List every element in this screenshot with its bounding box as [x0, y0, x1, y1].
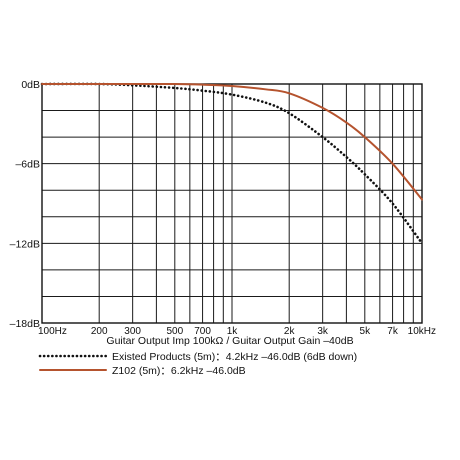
x-tick-label: 2k — [284, 326, 296, 337]
series-z102-line — [41, 82, 423, 201]
x-tick-label: 5k — [360, 326, 372, 337]
y-tick-label: –18dB — [10, 318, 40, 330]
x-tick-label: 700 — [194, 326, 211, 337]
series-existed-products-line — [40, 82, 424, 245]
y-tick-label: –6dB — [15, 159, 40, 171]
legend-label-existed-products: Existed Products (5m)：4.2kHz –46.0dB (6d… — [112, 351, 357, 363]
legend-label-z102: Z102 (5m)：6.2kHz –46.0dB — [112, 365, 246, 377]
y-tick-labels: 0dB –6dB –12dB –18dB — [10, 79, 40, 330]
x-tick-label: 3k — [317, 326, 329, 337]
x-tick-label: 1k — [227, 326, 239, 337]
plot-frame — [41, 83, 423, 324]
x-tick-label: 500 — [166, 326, 183, 337]
plot-border — [41, 83, 423, 324]
y-tick-label: 0dB — [21, 79, 40, 91]
x-tick-label: 300 — [124, 326, 141, 337]
x-tick-label: 7k — [387, 326, 399, 337]
grid — [41, 83, 423, 324]
x-tick-label: 10kHz — [408, 326, 436, 337]
legend: Existed Products (5m)：4.2kHz –46.0dB (6d… — [38, 351, 357, 377]
y-tick-label: –12dB — [10, 238, 40, 250]
x-tick-label: 100Hz — [38, 326, 67, 337]
x-tick-label: 200 — [91, 326, 108, 337]
series-layer — [40, 82, 424, 245]
x-axis-title: Guitar Output Imp 100kΩ / Guitar Output … — [106, 335, 353, 347]
x-tick-labels: 100Hz 200 300 500 700 1k 2k 3k 5k 7k 10kHz — [38, 326, 436, 337]
